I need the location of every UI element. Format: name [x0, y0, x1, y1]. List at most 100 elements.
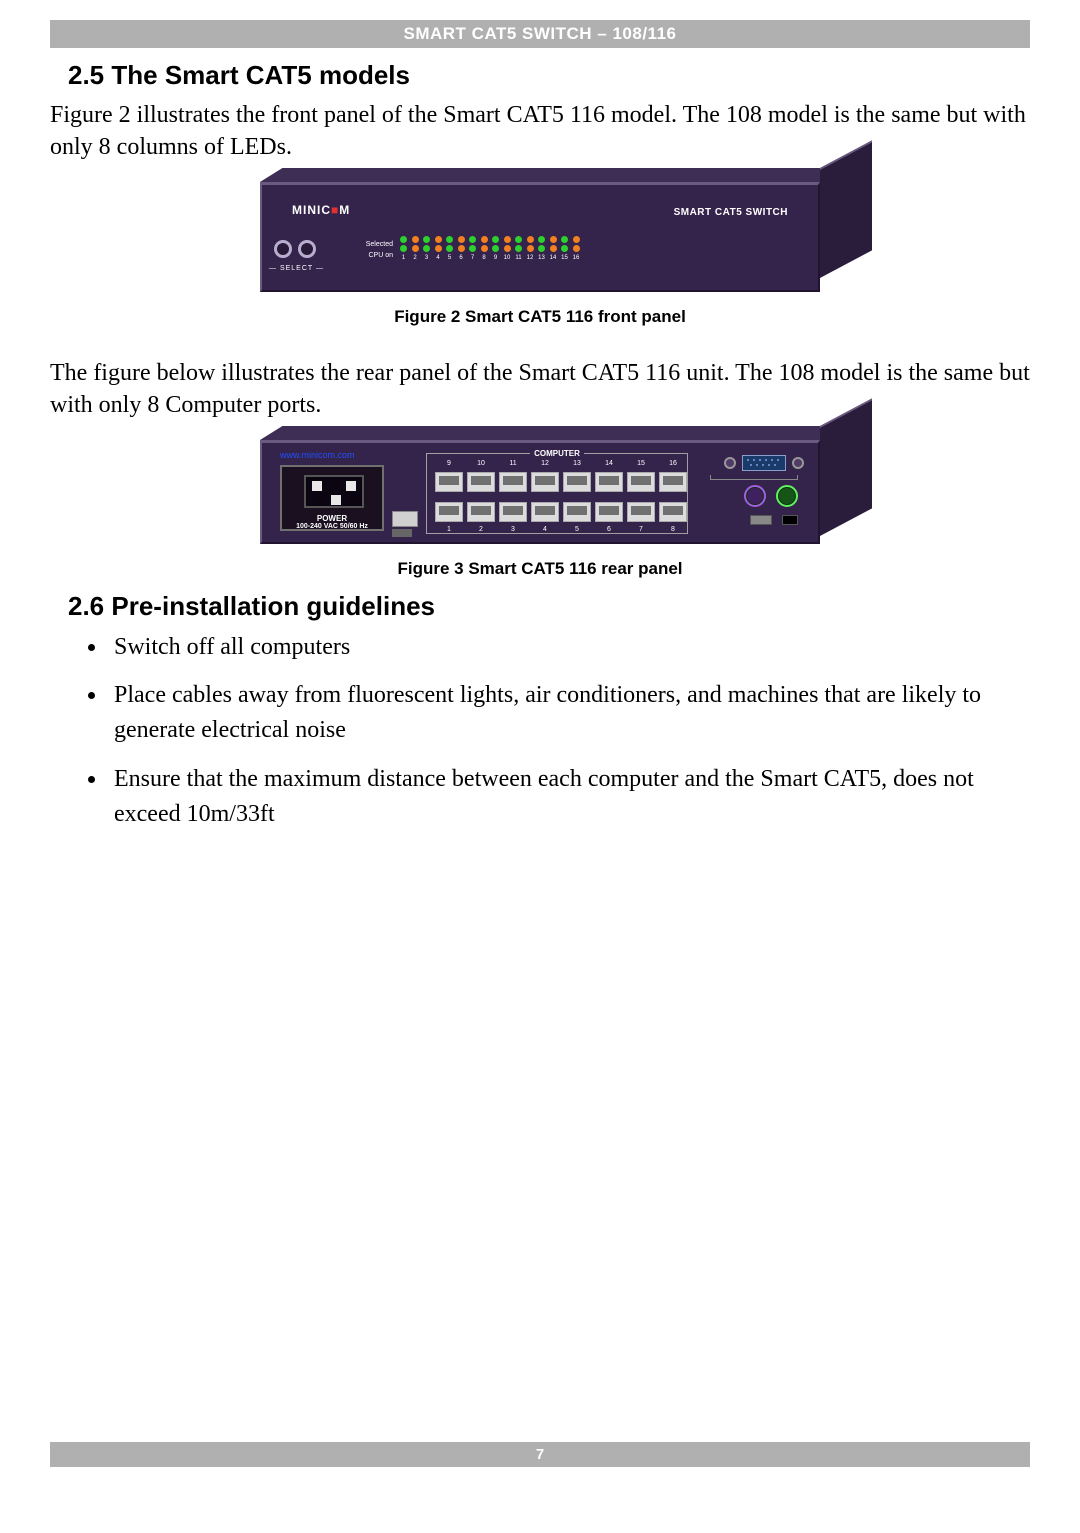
section-title: Pre-installation guidelines	[111, 591, 435, 621]
rear-panel-face: www.minicom.com POWER 100-240 VAC 50/60 …	[260, 440, 820, 544]
connector-link-line	[710, 475, 798, 480]
figure-2-caption: Figure 2 Smart CAT5 116 front panel	[50, 307, 1030, 327]
led-icon	[492, 236, 499, 243]
brand-text-left: MINIC	[292, 203, 331, 217]
led-label-selected: Selected	[349, 239, 393, 250]
led-icon	[469, 236, 476, 243]
led-icon	[527, 236, 534, 243]
list-item: Switch off all computers	[108, 630, 1030, 665]
ps2-connectors	[744, 485, 798, 507]
power-text: POWER	[282, 515, 382, 523]
rj45-port-icon	[499, 502, 527, 522]
led-row	[400, 245, 580, 252]
serial-port-icon	[392, 511, 418, 527]
led-number: 16	[573, 255, 580, 261]
led-icon	[481, 236, 488, 243]
power-inlet-block: POWER 100-240 VAC 50/60 Hz	[280, 465, 384, 531]
select-label: — SELECT —	[269, 265, 324, 272]
computer-port-area: COMPUTER 910111213141516 12345678	[426, 453, 688, 534]
page-header-bar: SMART CAT5 SWITCH – 108/116	[50, 20, 1030, 48]
led-icon	[492, 245, 499, 252]
rj45-port-icon	[531, 472, 559, 492]
slide-switch-icon	[750, 515, 772, 525]
led-grid: 12345678910111213141516	[400, 236, 580, 261]
rj45-port-icon	[659, 502, 687, 522]
led-icon	[481, 245, 488, 252]
section-title: The Smart CAT5 models	[111, 60, 410, 90]
rj45-port-icon	[659, 472, 687, 492]
led-number: 4	[435, 255, 442, 261]
led-icon	[458, 236, 465, 243]
vga-port-icon	[742, 455, 786, 471]
rj45-port-icon	[435, 502, 463, 522]
led-icon	[550, 245, 557, 252]
led-number: 11	[515, 255, 522, 261]
front-panel-top-face	[260, 168, 842, 182]
select-buttons	[274, 240, 316, 258]
front-panel-diagram: MINIC■M SMART CAT5 SWITCH — SELECT — Sel…	[260, 182, 820, 292]
led-number: 14	[550, 255, 557, 261]
led-number: 6	[458, 255, 465, 261]
port-number: 8	[659, 526, 687, 533]
section-number: 2.5	[68, 60, 104, 90]
select-left-button-icon	[274, 240, 292, 258]
rj45-port-icon	[467, 502, 495, 522]
port-number: 13	[563, 460, 591, 467]
led-number: 10	[504, 255, 511, 261]
rj45-port-icon	[467, 472, 495, 492]
led-icon	[400, 236, 407, 243]
section-number: 2.6	[68, 591, 104, 621]
brand-red-square-icon: ■	[331, 203, 339, 217]
page-footer-bar: 7	[50, 1442, 1030, 1467]
led-icon	[504, 236, 511, 243]
led-icon	[550, 236, 557, 243]
port-number: 1	[435, 526, 463, 533]
led-icon	[515, 245, 522, 252]
led-icon	[446, 245, 453, 252]
led-number: 15	[561, 255, 568, 261]
port-number: 3	[499, 526, 527, 533]
rj45-port-icon	[627, 472, 655, 492]
led-label-cpuon: CPU on	[349, 250, 393, 261]
rear-panel-diagram: www.minicom.com POWER 100-240 VAC 50/60 …	[260, 440, 820, 544]
led-number: 5	[446, 255, 453, 261]
port-number: 4	[531, 526, 559, 533]
port-number: 9	[435, 460, 463, 467]
screw-icon	[724, 457, 736, 469]
port-number: 10	[467, 460, 495, 467]
screw-icon	[792, 457, 804, 469]
rj45-port-icon	[595, 502, 623, 522]
led-number: 8	[481, 255, 488, 261]
led-row-labels: Selected CPU on	[349, 239, 393, 261]
led-icon	[469, 245, 476, 252]
rj45-port-icon	[499, 472, 527, 492]
led-number: 3	[423, 255, 430, 261]
led-icon	[561, 236, 568, 243]
led-icon	[435, 245, 442, 252]
section-2-5-heading: 2.5 The Smart CAT5 models	[68, 60, 1030, 91]
ps2-mouse-icon	[776, 485, 798, 507]
led-icon	[527, 245, 534, 252]
vga-connector-group	[724, 455, 804, 471]
power-label: POWER 100-240 VAC 50/60 Hz	[282, 515, 382, 531]
section-2-5-paragraph: Figure 2 illustrates the front panel of …	[50, 99, 1030, 164]
led-numbers: 12345678910111213141516	[400, 255, 580, 261]
iec-socket-icon	[304, 475, 364, 508]
port-number: 7	[627, 526, 655, 533]
list-item: Ensure that the maximum distance between…	[108, 762, 1030, 832]
port-number: 16	[659, 460, 687, 467]
figure-3-caption: Figure 3 Smart CAT5 116 rear panel	[50, 559, 1030, 579]
led-icon	[573, 236, 580, 243]
led-icon	[412, 236, 419, 243]
led-icon	[446, 236, 453, 243]
led-icon	[573, 245, 580, 252]
rear-panel-top-face	[260, 426, 842, 440]
dc-jack-icon	[782, 515, 798, 525]
list-item: Place cables away from fluorescent light…	[108, 678, 1030, 748]
rear-url: www.minicom.com	[280, 450, 355, 460]
port-numbers-bottom: 12345678	[435, 526, 687, 533]
led-icon	[504, 245, 511, 252]
brand-text-right: M	[339, 203, 350, 217]
rear-misc-controls	[750, 515, 798, 525]
led-icon	[400, 245, 407, 252]
